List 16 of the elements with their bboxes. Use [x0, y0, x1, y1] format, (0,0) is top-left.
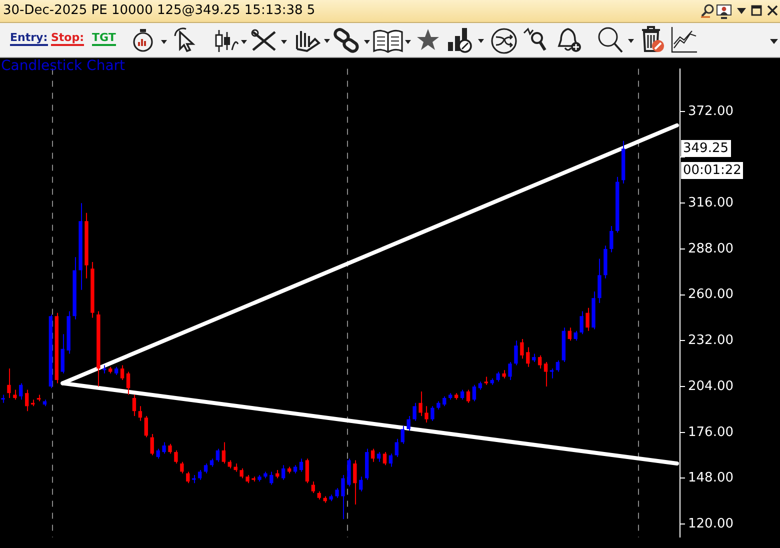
- y-tick-label: 372.00: [688, 104, 734, 119]
- y-tick-label: 316.00: [688, 195, 734, 210]
- text: TGT: [92, 31, 116, 46]
- chart-title: 30-Dec-2025 PE 10000 125@349.25 15:13:38 5: [3, 3, 316, 18]
- y-tick-label: 176.00: [688, 424, 734, 440]
- y-tick-label: 148.00: [688, 470, 734, 486]
- y-tick-label: 260.00: [688, 287, 734, 302]
- text: 349.25: [681, 140, 730, 157]
- y-tick-label: 204.00: [688, 378, 734, 394]
- y-tick-label: 288.00: [688, 241, 734, 256]
- text: 00:01:22: [681, 162, 744, 179]
- y-tick-label: 120.00: [688, 516, 734, 532]
- chart-subtitle: Candlestick Chart: [1, 58, 126, 74]
- text: Entry:: [10, 31, 48, 46]
- y-tick-label: 232.00: [688, 333, 734, 348]
- text: Stop:: [51, 31, 84, 46]
